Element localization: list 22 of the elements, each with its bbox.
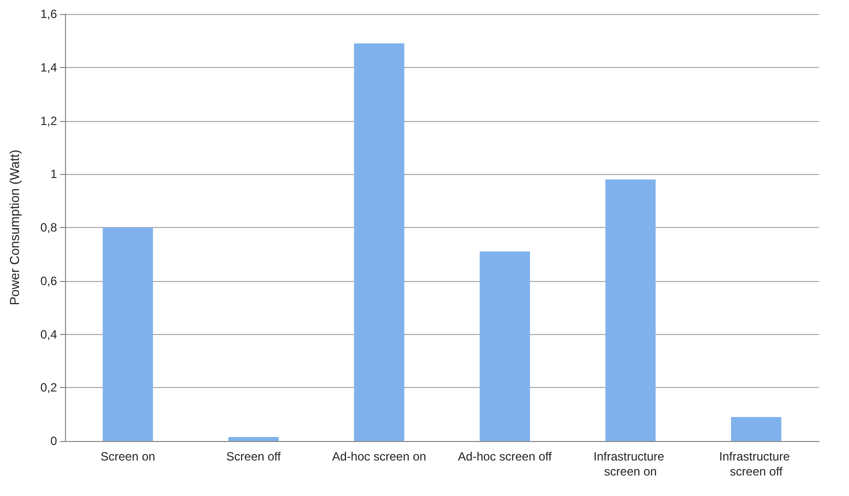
x-tick-label: Screen on: [100, 450, 156, 464]
x-tick-label: Ad-hoc screen off: [458, 450, 552, 464]
y-tick-label: 0,2: [40, 380, 58, 395]
x-tick-label: Infrastructure screen on: [593, 450, 668, 478]
bar: [480, 252, 530, 441]
x-tick-label: Ad-hoc screen on: [332, 450, 426, 464]
y-tick-label: 0: [50, 434, 58, 448]
y-tick-label: 1: [50, 167, 58, 182]
bar: [102, 228, 153, 441]
x-tick-label: Infrastructure screen off: [719, 450, 794, 478]
bar: [354, 43, 404, 441]
y-tick-label: 0,8: [40, 220, 58, 234]
bar: [228, 436, 279, 441]
y-tick-label: 1,6: [40, 7, 58, 21]
y-tick-label: 1,4: [40, 60, 58, 74]
bar: [605, 179, 656, 441]
y-tick-label: 0,4: [40, 327, 58, 342]
x-tick-label: Screen off: [226, 450, 282, 464]
y-tick-label: 0,6: [40, 274, 58, 288]
y-axis-title: Power Consumption (Watt): [7, 150, 22, 306]
y-tick-label: 1,2: [40, 114, 58, 128]
bar: [731, 416, 782, 441]
